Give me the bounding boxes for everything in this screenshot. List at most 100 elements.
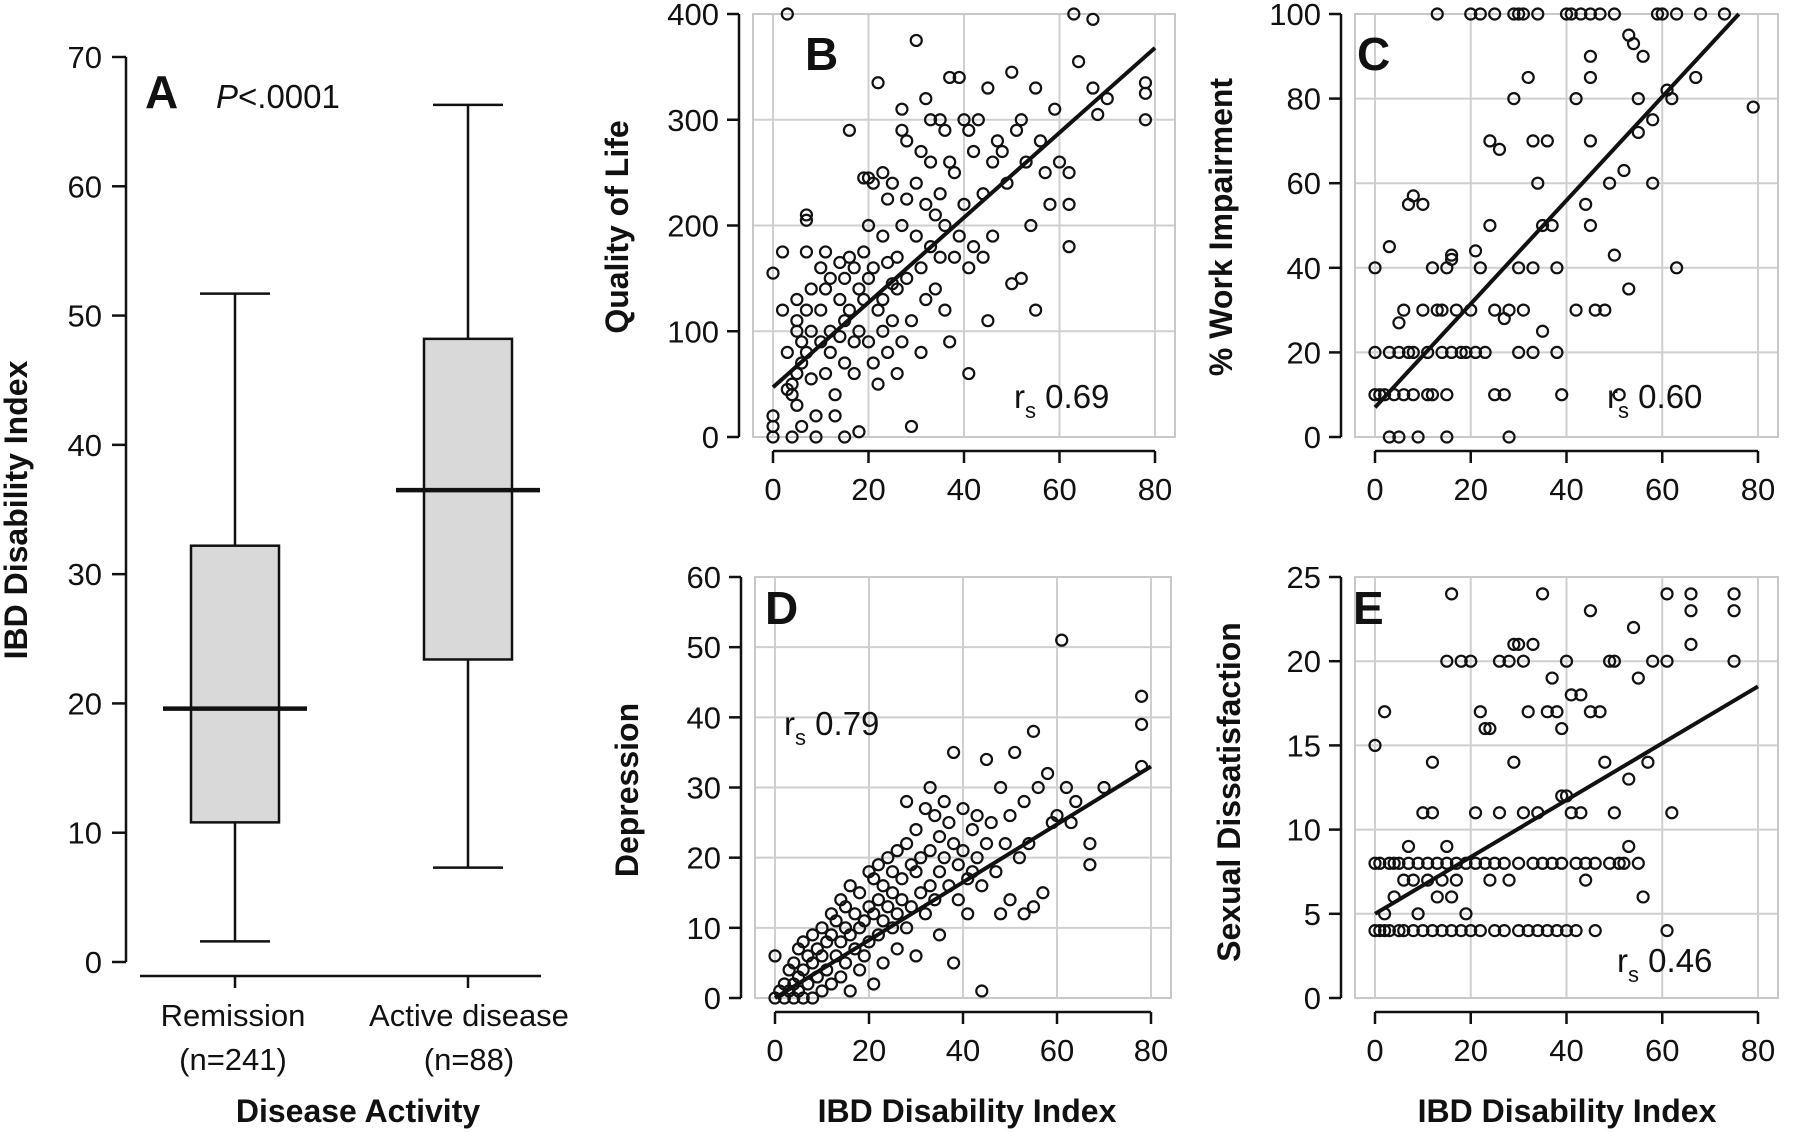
panel-b-data-point — [909, 176, 923, 190]
panel-c-data-point — [1670, 261, 1684, 275]
panel-e-x-tick-label: 20 — [1454, 1033, 1488, 1068]
panel-b-data-point — [890, 366, 904, 381]
panel-e-data-point — [1564, 688, 1578, 702]
panel-d-data-point — [1026, 900, 1041, 914]
panel-e-x-tick-label: 80 — [1741, 1033, 1775, 1068]
panel-d-data-point — [984, 815, 998, 830]
panel-c-data-point — [1512, 7, 1526, 21]
panel-b-data-point — [852, 425, 866, 439]
panel-d-data-point — [923, 879, 937, 893]
panel-e-data-point — [1492, 806, 1507, 820]
panel-c-data-point — [1425, 261, 1440, 275]
panel-b-data-point — [943, 70, 957, 85]
panel-e-data-point — [1526, 856, 1540, 870]
panel-d-data-point — [871, 928, 886, 942]
panel-c-data-point — [1602, 176, 1617, 190]
panel-e-data-point — [1622, 839, 1636, 854]
panel-c-data-point — [1473, 7, 1487, 21]
panel-e-data-point — [1607, 806, 1621, 820]
panel-e-data-point — [1602, 654, 1617, 668]
panel-b-data-point — [790, 398, 804, 412]
panel-d-data-point — [852, 963, 867, 977]
panel-b-data-point — [885, 314, 899, 328]
panel-c-data-point — [1631, 125, 1645, 140]
panel-e-data-point — [1626, 620, 1641, 635]
panel-c-data-point — [1607, 7, 1621, 21]
panel-b-data-point — [966, 240, 981, 254]
panel-e-data-point — [1631, 671, 1645, 685]
panel-c-x-tick-label: 80 — [1741, 472, 1775, 507]
panel-d-data-point — [899, 837, 914, 851]
panel-e-data-point — [1406, 873, 1420, 887]
panel-b-data-point — [914, 345, 928, 359]
panel-c-data-point — [1636, 49, 1650, 63]
panel-b-data-point — [900, 134, 914, 148]
panel-b-data-point — [852, 324, 866, 338]
panel-e-data-point — [1631, 856, 1645, 870]
panel-c-data-point — [1535, 324, 1550, 338]
panel-d-y-tick-label: 10 — [687, 911, 721, 946]
panel-c-data-point — [1665, 91, 1679, 106]
panel-c-data-point — [1526, 134, 1540, 148]
panel-c-data-point — [1717, 7, 1732, 21]
panel-e-data-point — [1430, 856, 1444, 870]
panel-a-group-label-active: Active disease — [369, 998, 569, 1033]
panel-e-data-point — [1397, 873, 1411, 887]
panel-d-data-point — [1069, 794, 1083, 809]
panel-b-data-point — [823, 345, 837, 359]
panel-c-data-point — [1459, 345, 1473, 359]
panel-c-data-point — [1430, 303, 1444, 317]
panel-b-data-point — [876, 292, 890, 307]
panel-b-data-point — [828, 388, 842, 402]
panel-e-data-point — [1727, 604, 1741, 618]
panel-b-frame — [752, 13, 1176, 438]
panel-d-data-point — [993, 780, 1008, 795]
panel-c-data-point — [1502, 430, 1516, 444]
panel-c-data-point — [1382, 430, 1396, 444]
panel-b-data-point — [1005, 65, 1019, 79]
panel-e-data-point — [1521, 705, 1535, 719]
panel-c-data-point — [1416, 303, 1430, 317]
panel-a-y-title: IBD Disability Index — [0, 360, 34, 659]
panel-e-rs: rs 0.46 — [1617, 942, 1712, 987]
panel-d-data-point — [1017, 907, 1031, 921]
panel-b-data-point — [933, 113, 947, 127]
panel-e-data-point — [1411, 856, 1425, 870]
panel-e-data-point — [1373, 856, 1387, 870]
panel-c-data-point — [1512, 261, 1526, 275]
panel-b-data-point — [847, 335, 861, 349]
panel-b-data-point — [842, 250, 857, 264]
panel-b-data-point — [818, 245, 833, 259]
panel-b-data-point — [880, 255, 895, 270]
panel-b-data-point — [799, 245, 814, 259]
panel-b-data-point — [804, 372, 818, 386]
panel-c-x-tick-label: 0 — [1366, 472, 1383, 507]
panel-e-data-point — [1392, 856, 1406, 870]
panel-d-data-point — [871, 893, 886, 907]
panel-b-data-point — [919, 91, 933, 106]
panel-e-data-point — [1392, 924, 1406, 938]
panel-b-data-point — [852, 282, 866, 296]
panel-c-data-point — [1406, 189, 1420, 203]
panel-b-data-point — [904, 314, 919, 328]
panel-d-data-point — [951, 858, 965, 872]
panel-e-data-point — [1512, 637, 1526, 651]
panel-b-data-point — [790, 314, 804, 328]
panel-b-data-point — [1033, 134, 1048, 148]
panel-d-data-point — [824, 928, 839, 942]
panel-c-y-tick-label: 40 — [1287, 251, 1321, 286]
panel-b-data-point — [1014, 271, 1028, 285]
panel-d-data-point — [1050, 808, 1064, 823]
panel-d-data-point — [815, 921, 829, 935]
panel-a-y-tick-label: 10 — [68, 816, 102, 851]
panel-b-data-point — [890, 250, 904, 264]
panel-e-y-tick-label: 20 — [1287, 644, 1321, 679]
panel-b-data-point — [943, 155, 957, 169]
panel-c-data-point — [1631, 91, 1645, 106]
panel-e-data-point — [1401, 839, 1416, 854]
panel-e-data-point — [1684, 604, 1698, 618]
panel-d-data-point — [885, 865, 900, 879]
panel-a-group-label-remission: Remission — [161, 998, 306, 1033]
panel-d-regression-line — [773, 764, 1153, 1000]
panel-d-data-point — [824, 977, 839, 991]
